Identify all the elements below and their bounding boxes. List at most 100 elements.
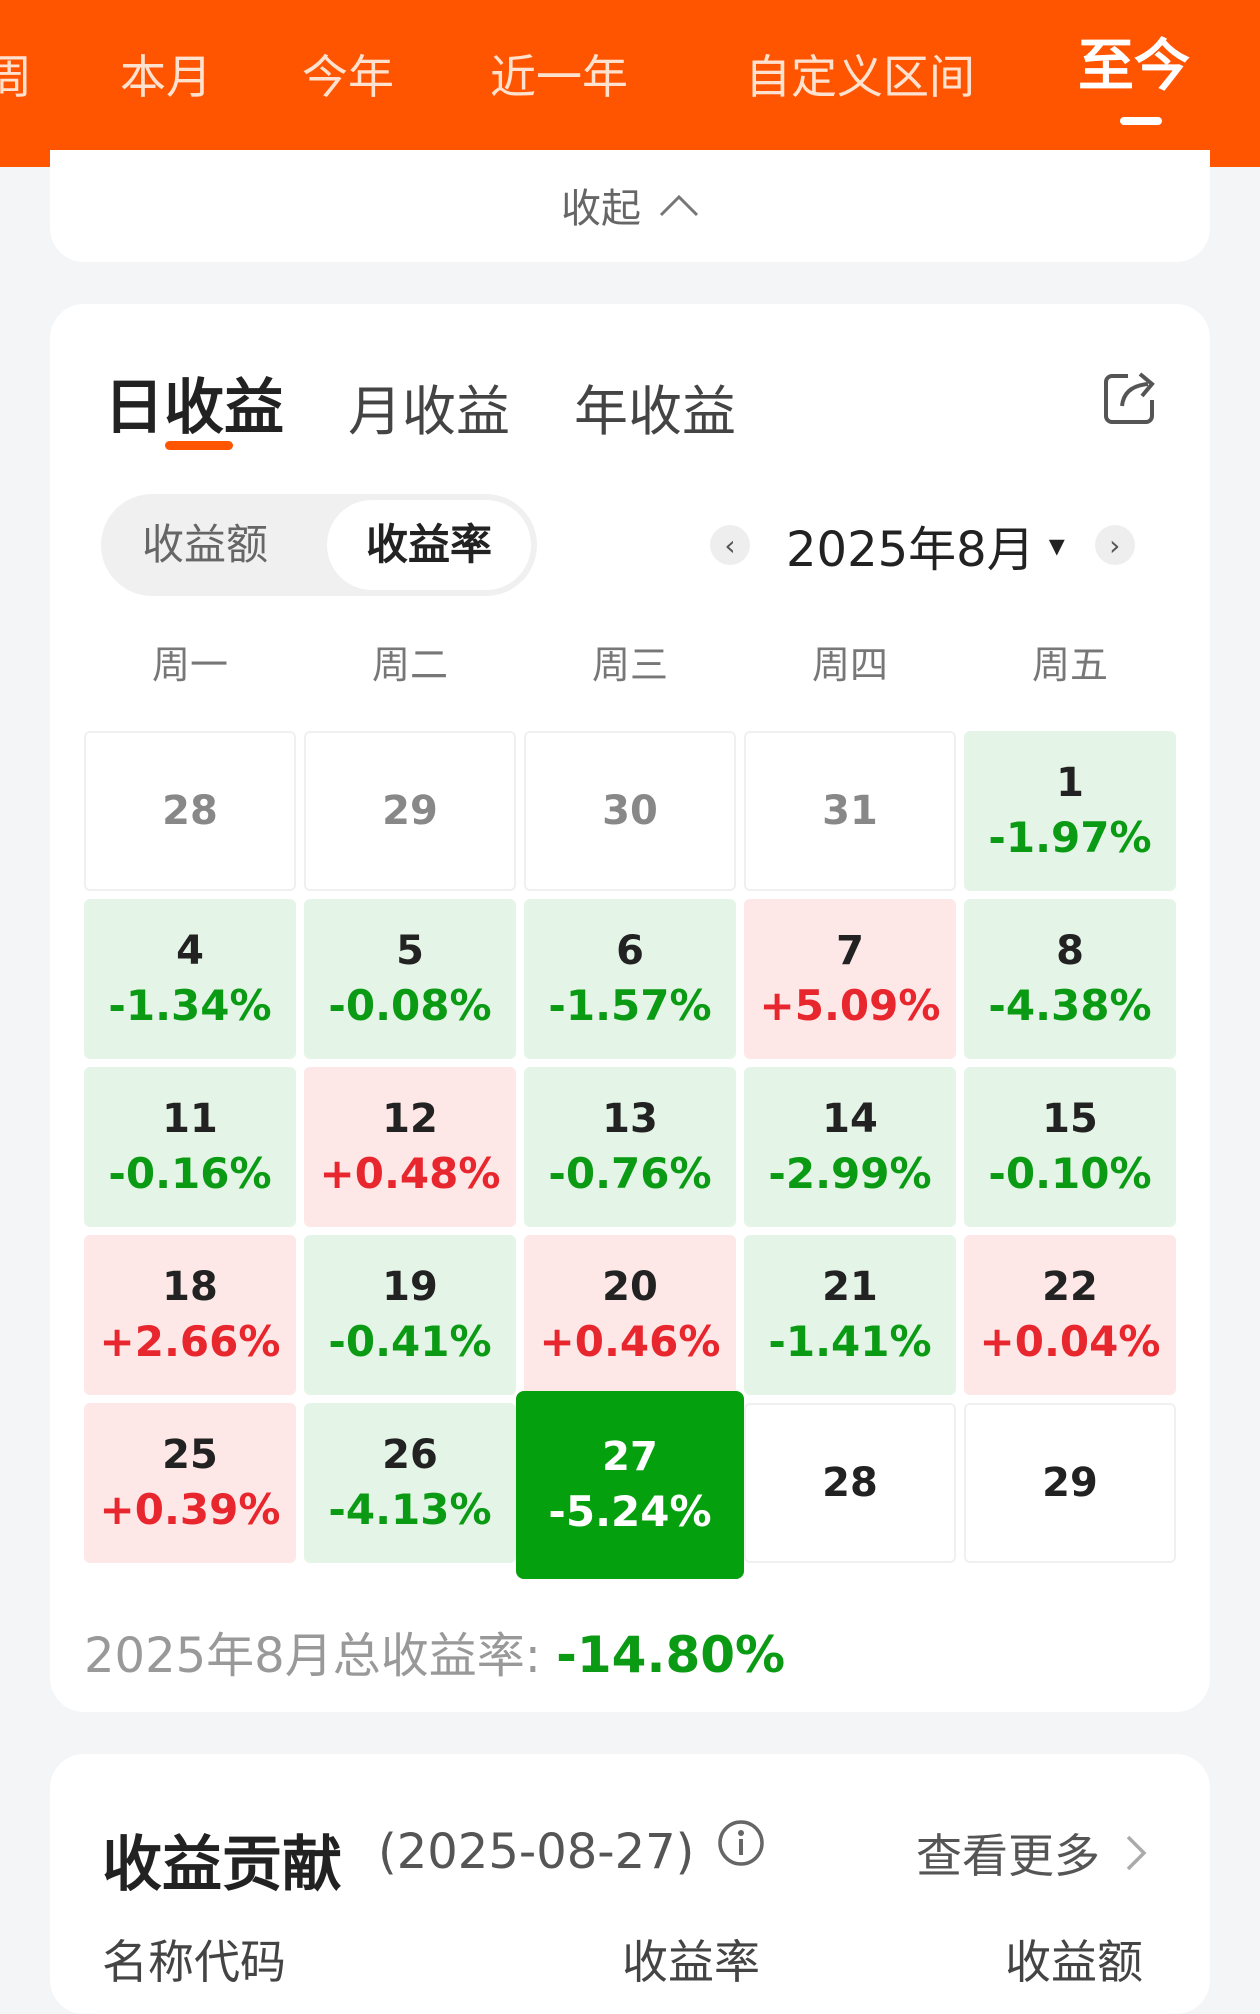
calendar-day-return: -1.34% [108, 981, 272, 1030]
calendar-day-cell[interactable]: 5 -0.08% [304, 899, 516, 1059]
calendar-day-return: +2.66% [99, 1317, 281, 1366]
calendar-day-number: 25 [162, 1432, 218, 1478]
calendar-day-number: 6 [616, 928, 644, 974]
calendar-day-cell[interactable]: 4 -1.34% [84, 899, 296, 1059]
share-icon[interactable] [1102, 368, 1160, 426]
calendar-day-return: -1.97% [988, 813, 1152, 862]
calendar-day-cell[interactable]: 21 -1.41% [744, 1235, 956, 1395]
calendar-day-cell[interactable]: 26 -4.13% [304, 1403, 516, 1563]
calendar-day-return: +0.39% [99, 1485, 281, 1534]
tab-daily-profit[interactable]: 日收益 [104, 373, 284, 443]
calendar-day-cell[interactable]: 30 [524, 731, 736, 891]
calendar-day-number: 15 [1042, 1096, 1098, 1142]
info-icon[interactable] [716, 1818, 766, 1868]
calendar-day-return: -0.76% [548, 1149, 712, 1198]
calendar-day-cell[interactable]: 15 -0.10% [964, 1067, 1176, 1227]
calendar-day-number: 28 [822, 1460, 878, 1506]
calendar-day-return: +0.46% [539, 1317, 721, 1366]
calendar-day-cell[interactable]: 29 [304, 731, 516, 891]
contribution-date: (2025-08-27) [378, 1824, 695, 1880]
calendar-day-number: 28 [162, 788, 218, 834]
weekday-tue: 周二 [371, 643, 448, 687]
profit-calendar-card: 日收益 月收益 年收益 收益额 收益率 ‹ 2025年8月 ▾ › 周一 周二 … [50, 304, 1210, 1712]
calendar-day-return: -0.10% [988, 1149, 1152, 1198]
calendar-day-cell[interactable]: 7 +5.09% [744, 899, 956, 1059]
calendar-day-cell[interactable]: 31 [744, 731, 956, 891]
collapse-button[interactable]: 收起 [50, 150, 1210, 260]
tab-this-month[interactable]: 本月 [120, 50, 212, 104]
calendar-day-cell[interactable]: 12 +0.48% [304, 1067, 516, 1227]
weekday-thu: 周四 [811, 643, 888, 687]
calendar-day-cell[interactable]: 28 [84, 731, 296, 891]
chevron-right-icon: › [1109, 528, 1121, 562]
see-more-label: 查看更多 [916, 1829, 1100, 1883]
monthly-total-label: 2025年8月总收益率: [84, 1628, 557, 1684]
month-picker: ‹ 2025年8月 ▾ › [710, 500, 1135, 590]
calendar-day-return: +0.04% [979, 1317, 1161, 1366]
dropdown-caret-icon[interactable]: ▾ [1048, 526, 1065, 564]
profit-tab-indicator [165, 441, 233, 450]
tab-to-date[interactable]: 至今 [1078, 34, 1190, 99]
calendar-day-number: 5 [396, 928, 424, 974]
toggle-rate[interactable]: 收益率 [327, 500, 531, 590]
tab-custom-range[interactable]: 自定义区间 [745, 50, 975, 104]
weekday-header: 周一 周二 周三 周四 周五 [80, 634, 1180, 689]
calendar-day-cell[interactable]: 22 +0.04% [964, 1235, 1176, 1395]
calendar-day-cell[interactable]: 13 -0.76% [524, 1067, 736, 1227]
calendar-day-number: 8 [1056, 928, 1084, 974]
prev-month-button[interactable]: ‹ [710, 525, 750, 565]
calendar-day-return: -0.16% [108, 1149, 272, 1198]
next-month-button[interactable]: › [1094, 525, 1135, 565]
calendar-day-number: 12 [382, 1096, 438, 1142]
active-tab-indicator [1120, 117, 1162, 125]
calendar-day-number: 7 [836, 928, 864, 974]
calendar-day-cell[interactable]: 25 +0.39% [84, 1403, 296, 1563]
weekday-wed: 周三 [591, 643, 668, 687]
monthly-total: 2025年8月总收益率: -14.80% [84, 1616, 785, 1686]
profit-type-tabs: 日收益 月收益 年收益 [104, 359, 800, 446]
contribution-card: 收益贡献 (2025-08-27) 查看更多 名称代码 收益率 收益额 [50, 1754, 1210, 2014]
amount-rate-toggle: 收益额 收益率 [101, 494, 537, 596]
contribution-title: 收益贡献 [102, 1830, 342, 1900]
calendar-day-number: 30 [602, 788, 658, 834]
calendar-day-number: 18 [162, 1264, 218, 1310]
calendar-day-number: 29 [1042, 1460, 1098, 1506]
chevron-left-icon: ‹ [724, 528, 736, 562]
toggle-amount[interactable]: 收益额 [141, 520, 268, 569]
calendar-day-cell[interactable]: 1 -1.97% [964, 731, 1176, 891]
column-amount[interactable]: 收益额 [1005, 1935, 1143, 1989]
calendar-day-cell[interactable]: 19 -0.41% [304, 1235, 516, 1395]
calendar-day-number: 20 [602, 1264, 658, 1310]
see-more-link[interactable]: 查看更多 [916, 1820, 1152, 1886]
calendar-day-cell[interactable]: 8 -4.38% [964, 899, 1176, 1059]
calendar-day-cell[interactable]: 14 -2.99% [744, 1067, 956, 1227]
column-name-code[interactable]: 名称代码 [102, 1935, 286, 1989]
column-rate[interactable]: 收益率 [622, 1935, 760, 1989]
calendar-day-return: -4.38% [988, 981, 1152, 1030]
calendar-day-cell[interactable]: 27 -5.24% [516, 1391, 744, 1579]
calendar-day-cell[interactable]: 6 -1.57% [524, 899, 736, 1059]
period-tab-bar: 周 本月 今年 近一年 自定义区间 至今 [0, 0, 1260, 167]
weekday-fri: 周五 [1031, 643, 1108, 687]
tab-last-year[interactable]: 近一年 [490, 50, 628, 104]
calendar-day-cell[interactable]: 29 [964, 1403, 1176, 1563]
calendar-day-number: 29 [382, 788, 438, 834]
tab-this-year[interactable]: 今年 [302, 50, 394, 104]
calendar-day-number: 1 [1056, 760, 1084, 806]
tab-yearly-profit[interactable]: 年收益 [574, 380, 736, 443]
calendar-day-number: 26 [382, 1432, 438, 1478]
calendar-day-number: 21 [822, 1264, 878, 1310]
month-label[interactable]: 2025年8月 [786, 522, 1035, 578]
calendar-day-cell[interactable]: 28 [744, 1403, 956, 1563]
calendar-day-number: 11 [162, 1096, 218, 1142]
calendar-day-return: -0.41% [328, 1317, 492, 1366]
calendar-day-cell[interactable]: 18 +2.66% [84, 1235, 296, 1395]
calendar-day-cell[interactable]: 20 +0.46% [524, 1235, 736, 1395]
calendar-day-return: -4.13% [328, 1485, 492, 1534]
tab-week[interactable]: 周 [0, 50, 32, 104]
tab-monthly-profit[interactable]: 月收益 [348, 380, 510, 443]
calendar-day-number: 31 [822, 788, 878, 834]
calendar-day-cell[interactable]: 11 -0.16% [84, 1067, 296, 1227]
calendar-day-number: 27 [602, 1434, 658, 1480]
calendar-day-number: 19 [382, 1264, 438, 1310]
